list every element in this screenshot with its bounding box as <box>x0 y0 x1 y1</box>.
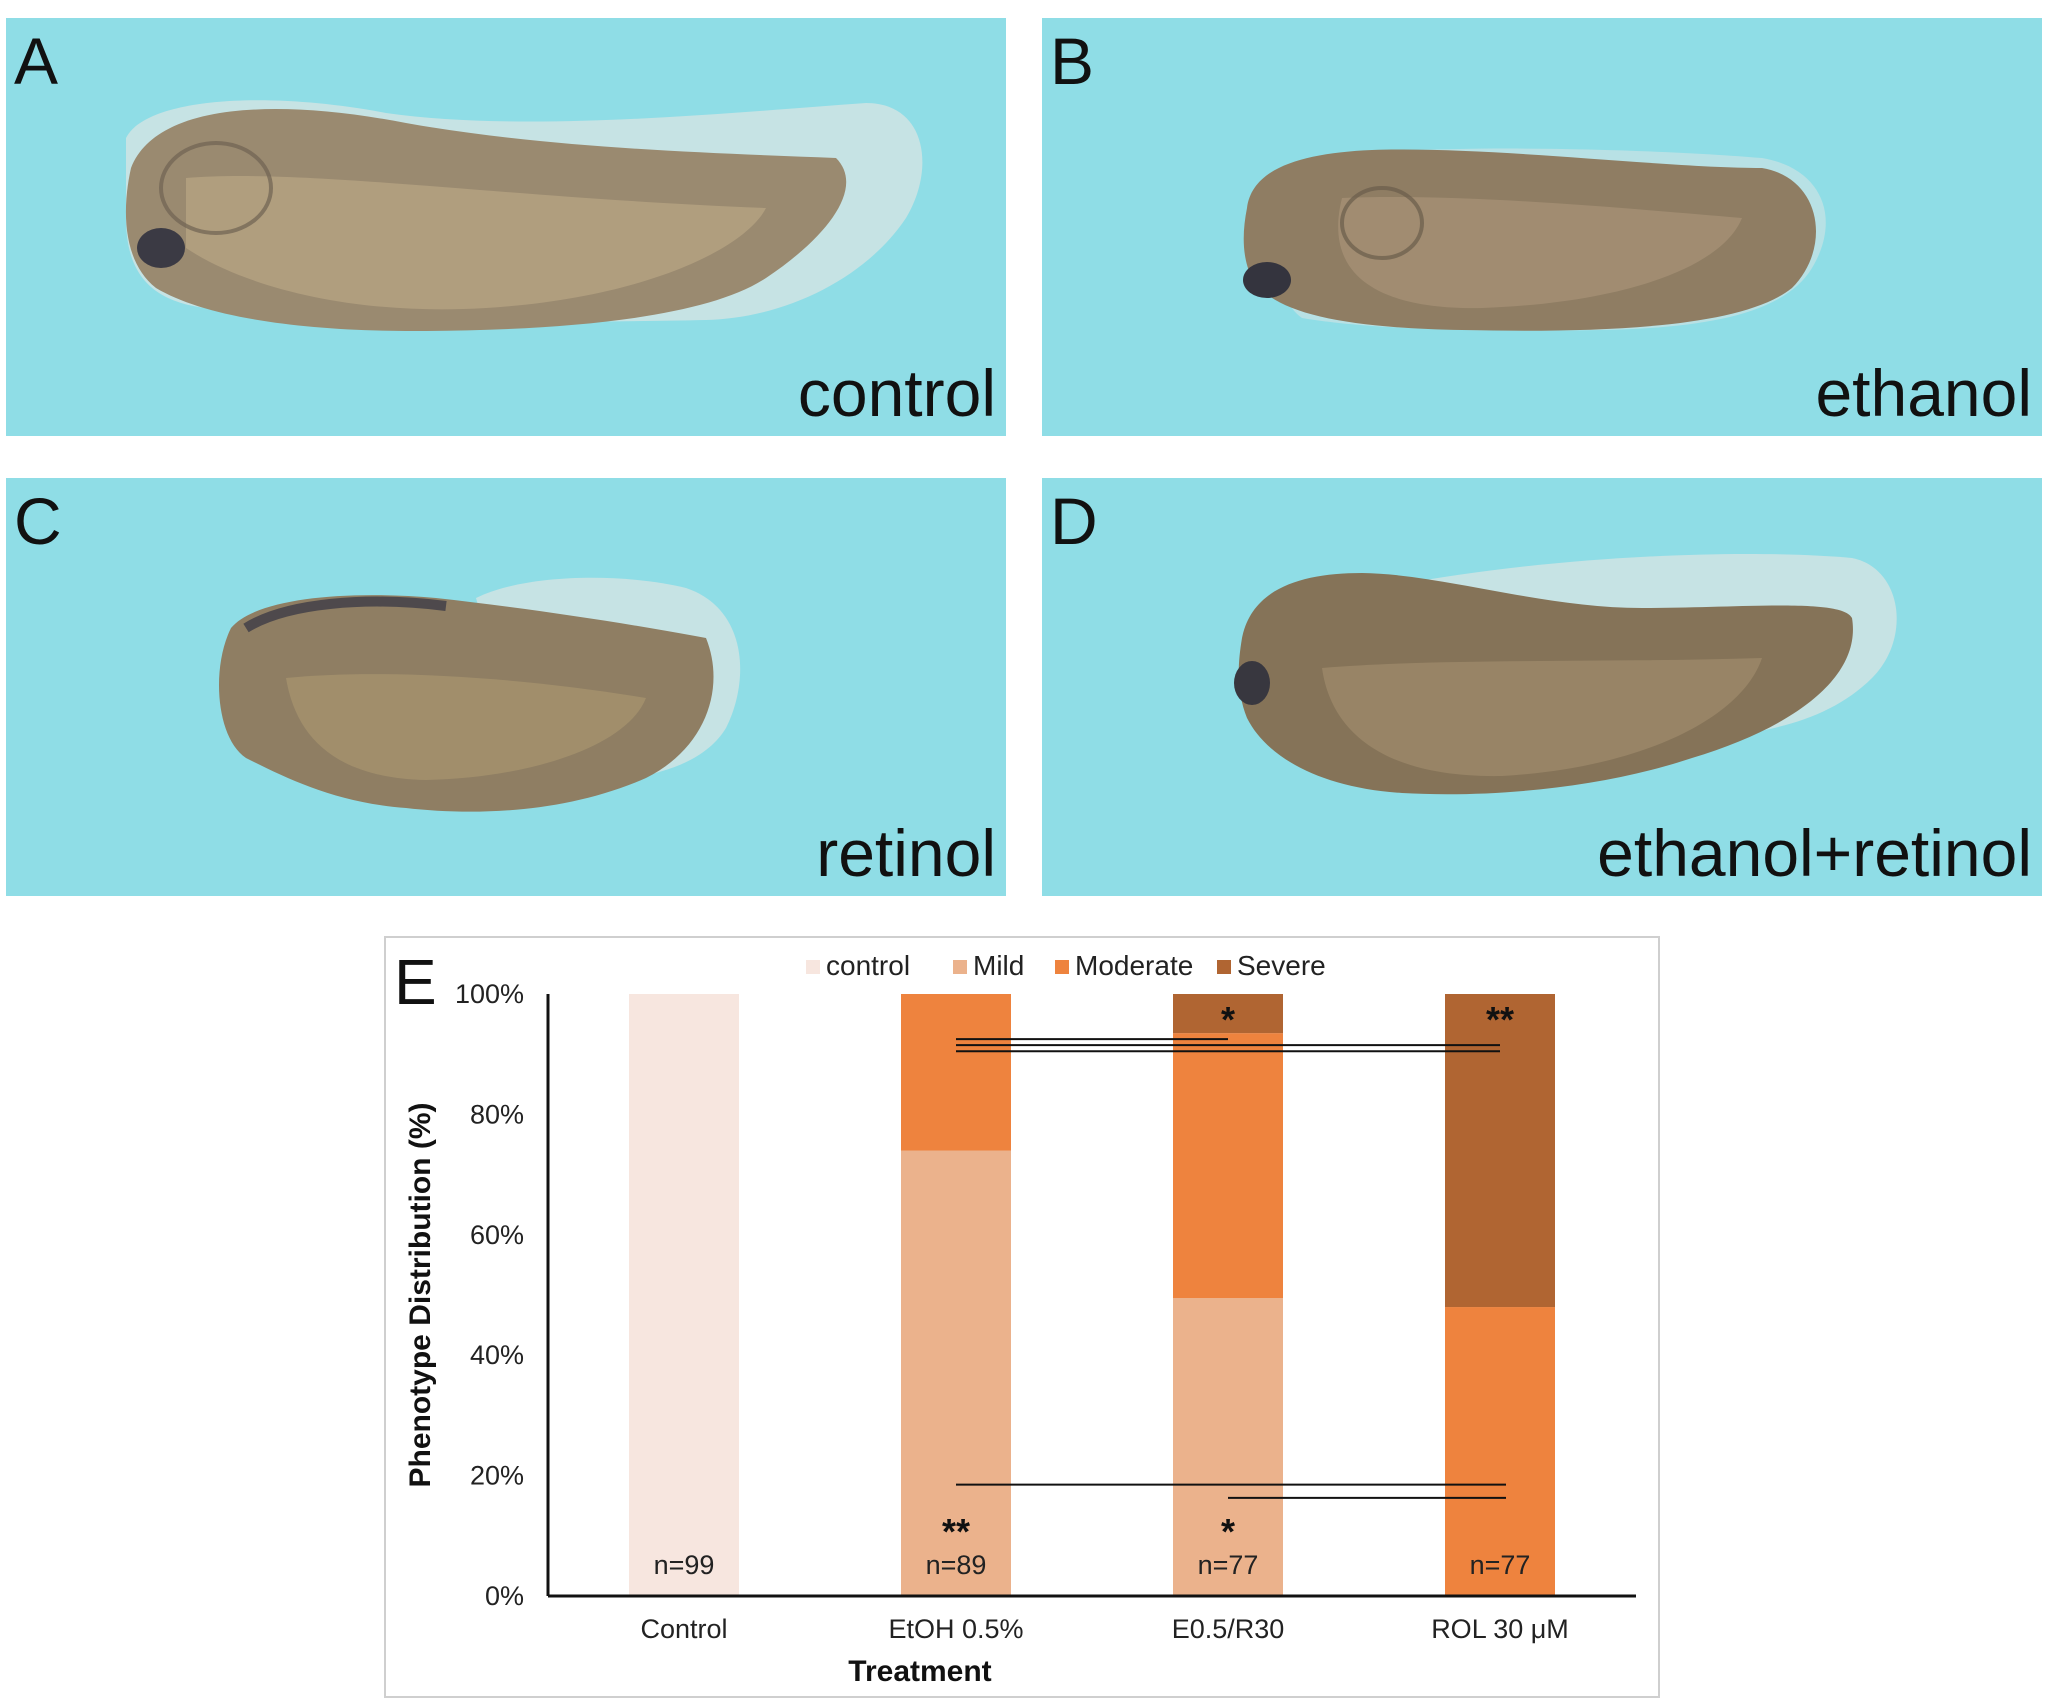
legend-label: Mild <box>973 950 1024 981</box>
chart-panel-letter: E <box>394 946 437 1018</box>
panel-caption: retinol <box>816 816 996 890</box>
embryo-image-ethanol <box>1243 148 1826 331</box>
x-axis-title: Treatment <box>848 1655 991 1688</box>
stacked-bar-chart: E n=99 n=89 n=77 n=77 * **** * 0%20%40%60%80%… <box>394 946 1636 1688</box>
legend-label: control <box>826 950 910 981</box>
legend-swatch <box>806 960 820 974</box>
panel-caption: control <box>797 356 996 430</box>
x-tick-label: Control <box>640 1614 727 1644</box>
bar-segment-mild <box>901 1150 1011 1596</box>
panel-caption: ethanol <box>1815 356 2032 430</box>
panel-letter: C <box>14 484 62 558</box>
y-tick-label: 60% <box>470 1220 524 1250</box>
y-tick-label: 100% <box>455 979 524 1009</box>
x-tick-label: ROL 30 μM <box>1431 1614 1569 1644</box>
legend-swatch <box>1217 960 1231 974</box>
panel-d: D ethanol+retinol <box>1042 478 2042 896</box>
panel-a: A control <box>6 18 1006 436</box>
y-tick-label: 20% <box>470 1461 524 1491</box>
bar-segment-mild <box>1173 1298 1283 1596</box>
panel-c: C retinol <box>6 478 1006 896</box>
chart-frame: E n=99 n=89 n=77 n=77 * ** ** * 0% 20% 40% 60% 80%… <box>384 936 1660 1698</box>
legend-label: Severe <box>1237 950 1326 981</box>
significance-star: ** <box>942 1511 970 1552</box>
n-label: n=77 <box>1470 1550 1531 1580</box>
bar-segment-moderate <box>1173 1033 1283 1299</box>
significance-star: * <box>1221 999 1235 1040</box>
x-tick-label: EtOH 0.5% <box>888 1614 1023 1644</box>
y-tick-label: 40% <box>470 1340 524 1370</box>
x-tick-label: E0.5/R30 <box>1172 1614 1285 1644</box>
legend-label: Moderate <box>1075 950 1193 981</box>
embryo-image-retinol <box>219 577 741 812</box>
panel-letter: A <box>14 24 59 98</box>
bar-segment-severe <box>1445 994 1555 1308</box>
n-label: n=99 <box>654 1550 715 1580</box>
bar-segment-moderate <box>901 994 1011 1151</box>
panel-b: B ethanol <box>1042 18 2042 436</box>
embryo-image-control <box>125 100 923 332</box>
significance-star: * <box>1221 1511 1235 1552</box>
panel-caption: ethanol+retinol <box>1597 816 2032 890</box>
legend-swatch <box>1055 960 1069 974</box>
legend-swatch <box>953 960 967 974</box>
n-label: n=77 <box>1198 1550 1259 1580</box>
y-axis-title: Phenotype Distribution (%) <box>404 1103 437 1488</box>
bar-segment-severe <box>1173 994 1283 1034</box>
embryo-image-ethanol-retinol <box>1234 553 1897 795</box>
panel-letter: B <box>1050 24 1095 98</box>
bar-segment-moderate <box>1445 1307 1555 1596</box>
bar-segment-control <box>629 994 739 1596</box>
y-tick-label: 80% <box>470 1099 524 1129</box>
significance-star: ** <box>1486 999 1514 1040</box>
n-label: n=89 <box>926 1550 987 1580</box>
panel-letter: D <box>1050 484 1098 558</box>
y-tick-label: 0% <box>485 1581 524 1611</box>
